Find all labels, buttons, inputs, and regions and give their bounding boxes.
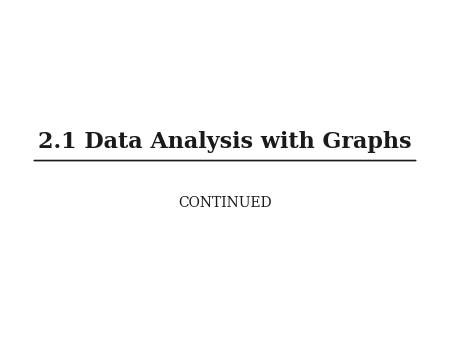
Text: CONTINUED: CONTINUED xyxy=(178,196,272,210)
Text: 2.1 Data Analysis with Graphs: 2.1 Data Analysis with Graphs xyxy=(38,131,412,153)
